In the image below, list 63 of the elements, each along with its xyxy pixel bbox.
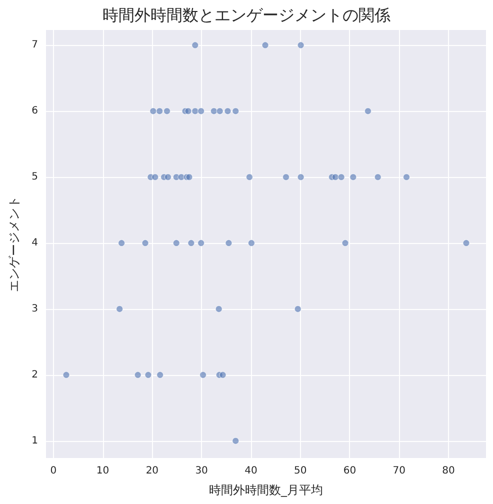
x-tick-label: 30 <box>195 466 208 476</box>
point <box>118 239 126 247</box>
point <box>219 371 226 378</box>
point <box>186 174 193 181</box>
y-tick-label: 4 <box>32 238 38 249</box>
point <box>172 239 180 247</box>
point <box>224 108 232 115</box>
point <box>188 239 195 247</box>
point <box>248 239 255 247</box>
point <box>350 174 357 181</box>
x-tick-label: 70 <box>392 466 406 476</box>
point <box>152 174 159 181</box>
point <box>342 239 349 247</box>
y-tick-label: 5 <box>32 172 38 183</box>
point <box>156 108 164 115</box>
point <box>142 239 149 247</box>
chart-title: 時間外時間数とエンゲージメントの関係 <box>102 6 390 24</box>
point <box>215 305 222 313</box>
point <box>282 174 290 181</box>
point <box>338 174 345 181</box>
x-tick-label: 80 <box>442 466 455 476</box>
point <box>184 108 192 115</box>
point <box>198 239 205 247</box>
point <box>163 108 171 115</box>
point <box>232 437 240 444</box>
point <box>62 371 70 378</box>
x-axis-title: 時間外時間数_月平均 <box>209 483 323 497</box>
point <box>164 174 172 181</box>
point <box>225 239 232 247</box>
x-tick-label: 50 <box>294 466 307 476</box>
point <box>297 42 304 49</box>
y-tick-label: 6 <box>32 106 38 117</box>
y-tick-label: 2 <box>32 369 38 380</box>
point <box>246 174 254 181</box>
point <box>144 371 152 378</box>
point <box>192 108 199 115</box>
y-tick-label: 3 <box>32 303 38 314</box>
point <box>134 371 142 378</box>
x-tick-label: 10 <box>96 466 110 476</box>
y-axis-title: エンゲージメント <box>7 196 21 292</box>
point <box>150 108 157 115</box>
point <box>232 108 240 115</box>
point <box>192 42 199 49</box>
y-tick-label: 7 <box>32 40 38 51</box>
x-tick-label: 20 <box>146 466 159 476</box>
point <box>199 371 207 378</box>
point <box>216 108 224 115</box>
point <box>374 174 382 181</box>
x-tick-label: 60 <box>343 466 356 476</box>
point <box>462 239 470 247</box>
point <box>116 305 124 313</box>
point <box>156 371 164 378</box>
point <box>297 174 304 181</box>
point <box>262 42 269 49</box>
x-tick-label: 0 <box>50 466 57 476</box>
point <box>210 108 218 115</box>
point <box>402 174 410 181</box>
point <box>198 108 205 115</box>
x-tick-label: 40 <box>244 466 258 476</box>
y-tick-label: 1 <box>32 435 38 446</box>
point <box>294 305 302 313</box>
point <box>332 174 339 181</box>
point <box>364 108 372 115</box>
